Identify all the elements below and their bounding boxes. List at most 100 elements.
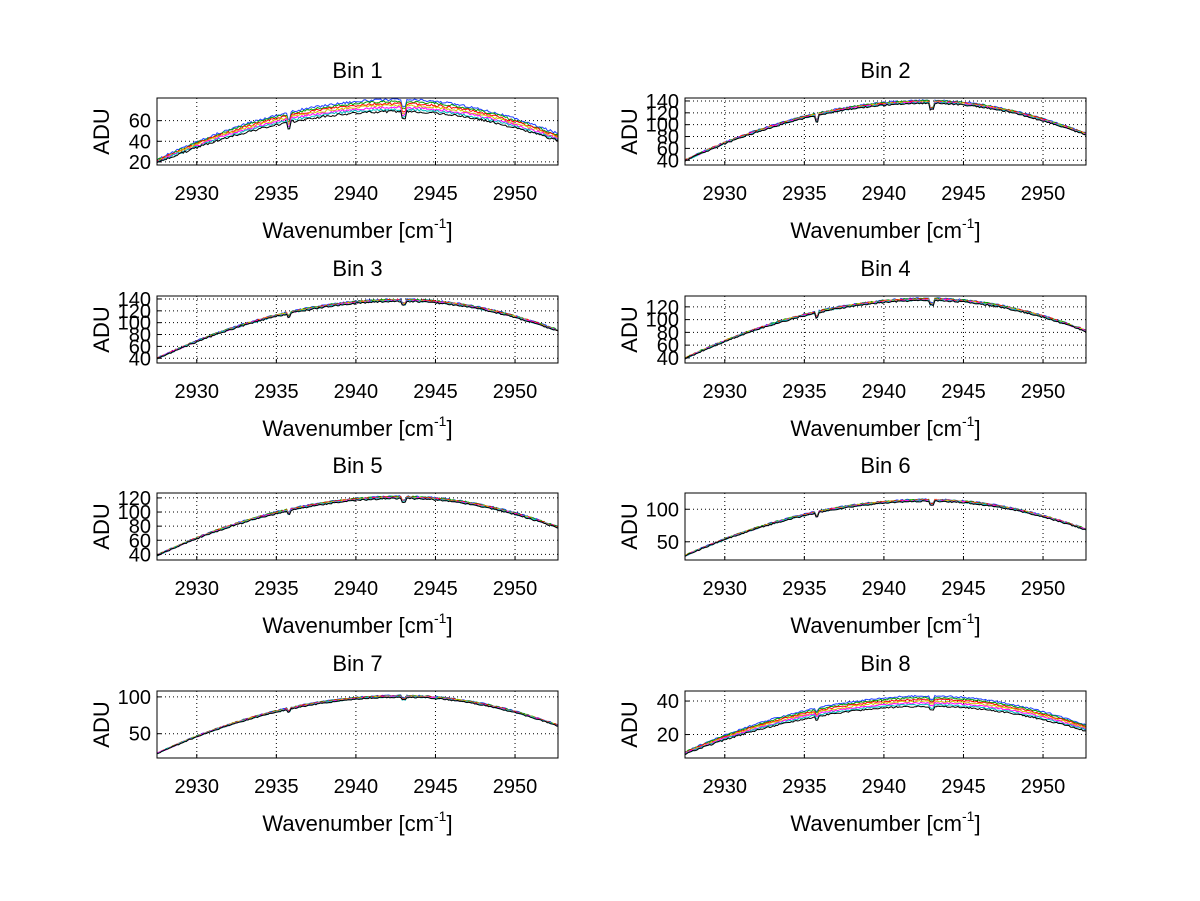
x-tick-label: 2930 <box>175 578 220 600</box>
x-axis-label-main: Wavenumber [cm <box>790 811 962 836</box>
series-line-4 <box>684 699 1087 754</box>
y-tick-label: 100 <box>118 687 151 709</box>
x-tick-label: 2930 <box>703 578 748 600</box>
subplot-title: Bin 7 <box>332 651 382 676</box>
x-axis-label-sup: -1 <box>434 610 447 626</box>
y-axis-label: ADU <box>617 108 642 154</box>
y-tick-label: 40 <box>657 348 679 370</box>
x-tick-label: 2930 <box>703 183 748 205</box>
series-line-5 <box>156 105 559 163</box>
x-tick-label: 2930 <box>703 381 748 403</box>
axes-box <box>684 295 1087 364</box>
subplot-bin-6: 2930 2935 2940 2945 2950 50 100 Bin 6 ADU Wavenum… <box>617 453 1087 638</box>
x-tick-label: 2930 <box>175 381 220 403</box>
y-tick-label: 140 <box>118 289 151 311</box>
series-line-7 <box>156 109 559 163</box>
y-tick-label: 20 <box>657 725 679 747</box>
x-tick-label: 2940 <box>862 381 907 403</box>
x-tick-label: 2950 <box>1021 776 1066 798</box>
x-axis-label-end: ] <box>446 811 452 836</box>
x-axis-label-main: Wavenumber [cm <box>262 416 434 441</box>
x-tick-label: 2930 <box>175 776 220 798</box>
x-axis-label-sup: -1 <box>962 610 975 626</box>
y-tick-label: 60 <box>657 335 679 357</box>
x-axis-label-sup: -1 <box>434 808 447 824</box>
x-tick-label: 2940 <box>334 776 379 798</box>
series-line-7 <box>684 102 1087 162</box>
x-tick-label: 2945 <box>413 776 458 798</box>
y-tick-label: 80 <box>657 322 679 344</box>
x-axis-label: Wavenumber [cm-1] <box>790 413 980 441</box>
x-axis-label: Wavenumber [cm-1] <box>262 413 452 441</box>
x-tick-label: 2950 <box>1021 183 1066 205</box>
series-line-7 <box>156 497 559 557</box>
x-tick-label: 2940 <box>862 578 907 600</box>
x-axis-label-end: ] <box>974 218 980 243</box>
y-tick-label: 40 <box>657 691 679 713</box>
x-tick-label: 2930 <box>175 183 220 205</box>
x-tick-label: 2945 <box>941 381 986 403</box>
x-axis-label-sup: -1 <box>962 215 975 231</box>
x-tick-label: 2950 <box>493 183 538 205</box>
series-line-4 <box>156 104 559 163</box>
y-tick-label: 100 <box>646 310 679 332</box>
axes-box <box>156 690 559 759</box>
y-tick-label: 100 <box>118 313 151 335</box>
series-line-7 <box>684 705 1087 756</box>
series-line-6 <box>684 703 1087 755</box>
series-line-1 <box>156 97 559 161</box>
subplot-title: Bin 8 <box>860 651 910 676</box>
y-tick-label: 120 <box>646 297 679 319</box>
x-axis-label: Wavenumber [cm-1] <box>262 610 452 638</box>
y-tick-label: 50 <box>657 532 679 554</box>
x-axis-label-sup: -1 <box>434 215 447 231</box>
x-tick-label: 2935 <box>782 381 827 403</box>
x-tick-label: 2940 <box>862 776 907 798</box>
y-tick-label: 20 <box>129 152 151 174</box>
x-axis-label-sup: -1 <box>962 808 975 824</box>
series-line-7 <box>156 300 559 360</box>
x-axis-label-main: Wavenumber [cm <box>790 416 962 441</box>
x-tick-label: 2940 <box>334 183 379 205</box>
x-tick-label: 2935 <box>254 776 299 798</box>
x-tick-label: 2945 <box>941 776 986 798</box>
series-line-7 <box>684 299 1087 360</box>
x-tick-label: 2950 <box>493 381 538 403</box>
y-tick-label: 40 <box>129 544 151 566</box>
subplot-title: Bin 2 <box>860 58 910 83</box>
x-tick-label: 2930 <box>703 776 748 798</box>
x-axis-label-end: ] <box>446 218 452 243</box>
y-tick-label: 120 <box>646 103 679 125</box>
y-tick-label: 100 <box>118 502 151 524</box>
y-tick-label: 80 <box>129 325 151 347</box>
axes-box <box>156 295 559 364</box>
y-axis-label: ADU <box>617 503 642 549</box>
x-axis-label-end: ] <box>446 613 452 638</box>
subplot-bin-7: 2930 2935 2940 2945 2950 50 100 Bin 7 ADU Wavenum… <box>89 651 559 836</box>
x-axis-label-main: Wavenumber [cm <box>262 811 434 836</box>
subplot-title: Bin 3 <box>332 256 382 281</box>
x-axis-label-end: ] <box>974 613 980 638</box>
x-tick-label: 2945 <box>413 381 458 403</box>
x-tick-label: 2935 <box>782 183 827 205</box>
y-axis-label: ADU <box>617 701 642 747</box>
x-tick-label: 2940 <box>862 183 907 205</box>
y-axis-label: ADU <box>89 306 114 352</box>
x-axis-label: Wavenumber [cm-1] <box>262 215 452 243</box>
x-axis-label: Wavenumber [cm-1] <box>790 215 980 243</box>
y-tick-label: 50 <box>129 724 151 746</box>
x-tick-label: 2945 <box>941 183 986 205</box>
x-tick-label: 2950 <box>1021 381 1066 403</box>
x-axis-label-end: ] <box>446 416 452 441</box>
y-tick-label: 80 <box>657 127 679 149</box>
x-axis-label-end: ] <box>974 416 980 441</box>
x-tick-label: 2935 <box>782 578 827 600</box>
axes-box <box>684 492 1087 561</box>
x-axis-label: Wavenumber [cm-1] <box>790 808 980 836</box>
